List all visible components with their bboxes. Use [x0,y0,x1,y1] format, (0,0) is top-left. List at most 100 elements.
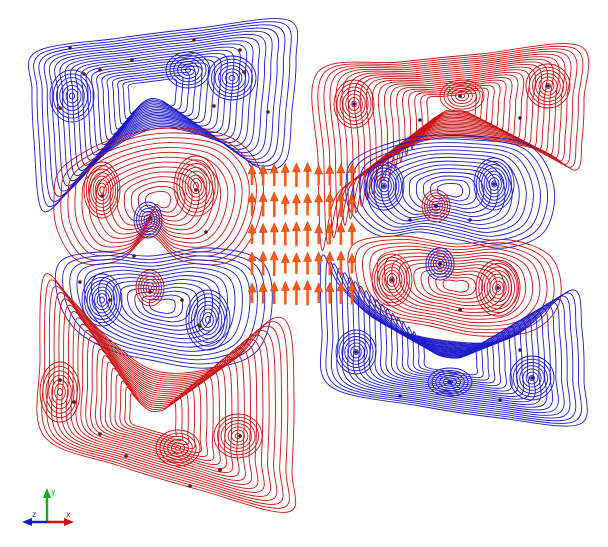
arrow-field [247,161,357,306]
streamline [127,286,199,327]
streamline [163,435,193,461]
streamline [217,416,259,456]
flow-marker [390,278,394,282]
streamline [415,171,485,210]
streamline [353,348,359,356]
streamline [421,189,451,223]
streamline [538,76,558,96]
streamline [408,168,492,214]
streamline [165,51,211,89]
streamline [133,201,163,239]
streamline [173,155,219,217]
streamline [338,332,374,372]
streamline [169,54,207,86]
flow-marker [398,394,402,398]
left-bottom-center-eddy [155,429,201,467]
streamline [145,217,151,223]
streamline [109,367,202,453]
streamline [535,73,561,99]
streamline [112,278,214,335]
flow-marker [530,376,534,380]
flow-arrow [347,162,357,187]
flow-arrow [336,163,346,186]
flow-arrow [314,223,324,244]
flow-marker [148,290,152,294]
streamline [387,156,513,225]
left-upper-right-eddy [173,155,219,217]
streamline [430,253,450,275]
streamline [142,279,158,297]
streamline [96,293,108,307]
streamline [425,247,455,281]
left-lower-left-eddy [81,273,123,327]
axes-orientation-icon: y x z [22,487,74,526]
streamline [350,345,362,359]
streamline [99,186,105,194]
streamline [224,423,252,449]
streamline [439,79,485,113]
streamline [89,283,115,317]
flow-marker [518,116,522,120]
streamline [95,156,222,239]
flow-marker [242,70,246,74]
left-center-blue-eddy [133,201,163,239]
flow-arrow [303,220,313,247]
flow-marker [352,102,356,106]
streamline [442,279,470,293]
flow-marker [518,348,522,352]
streamline [60,132,257,261]
streamline [54,383,66,401]
flow-arrow [303,279,313,306]
left-top-right-eddy [207,55,257,101]
streamline [179,163,213,209]
flow-arrow [347,280,357,305]
flow-arrow [303,161,313,188]
streamline [473,157,515,211]
streamline [143,214,153,226]
flow-arrow [325,191,335,217]
streamline [528,374,536,382]
streamline [91,286,113,314]
streamline [541,79,555,93]
streamline [371,170,397,202]
flow-arrow [258,191,268,217]
streamline [84,276,120,324]
streamline [317,45,584,245]
streamline [147,285,153,291]
flow-arrow [247,282,257,303]
streamline [188,293,228,347]
flow-marker [72,400,76,404]
streamline [491,180,497,188]
streamline [420,269,491,303]
streamline [85,336,234,473]
streamline [167,439,189,457]
streamline [42,365,78,419]
x-axis-label: x [66,510,71,519]
streamline [379,263,405,297]
streamline [176,159,216,213]
flow-marker [212,104,216,108]
flow-arrow [314,164,324,185]
streamline [54,247,273,369]
streamline [413,266,498,307]
streamline [516,362,548,394]
flow-marker [194,188,198,192]
flow-marker [218,468,222,472]
streamline [138,272,162,304]
streamline [492,280,504,296]
flow-arrow [347,193,357,215]
streamline [138,207,158,233]
streamline [380,153,520,229]
flow-arrow [269,191,279,217]
streamline [51,379,69,405]
flow-marker [438,262,442,266]
streamline [221,68,243,88]
streamline [228,74,236,82]
flow-arrow [325,250,335,276]
flow-marker [434,204,438,208]
flow-arrow [280,252,290,274]
streamline [352,138,548,245]
flow-arrow [325,281,335,304]
streamline [109,166,207,231]
streamline [339,86,369,122]
